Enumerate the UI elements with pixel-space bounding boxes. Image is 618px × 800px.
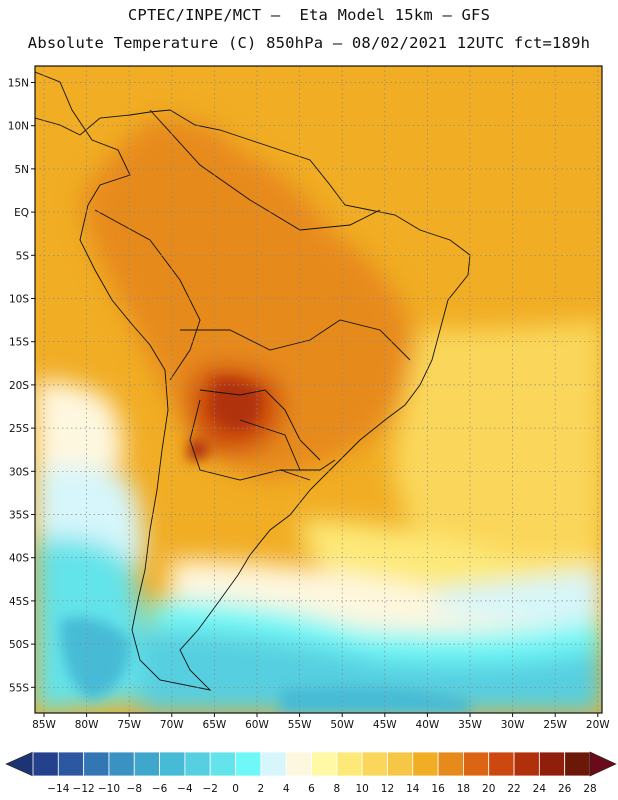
- colorbar-label: 0: [232, 783, 239, 795]
- lon-tick-label: 60W: [245, 719, 269, 731]
- colorbar-label: 22: [507, 783, 520, 795]
- colorbar-swatch: [513, 751, 540, 777]
- coastline: [35, 71, 471, 691]
- lat-tick-label: 55S: [9, 682, 29, 694]
- colorbar-label: 28: [583, 783, 596, 795]
- lon-tick-label: 40W: [416, 719, 440, 731]
- lat-tick-label: 30S: [9, 466, 29, 478]
- colorbar-swatch: [209, 751, 236, 777]
- longitude-axis: 85W 80W 75W 70W 65W 60W 55W 50W 45W 40W 35W 30W 25W 2…: [32, 713, 610, 731]
- colorbar-label: 16: [431, 783, 445, 795]
- colorbar-label: −2: [202, 783, 217, 795]
- colorbar-swatch: [133, 751, 160, 777]
- colorbar-swatch: [285, 751, 312, 777]
- lon-tick-label: 55W: [288, 719, 312, 731]
- temperature-map: 15N 10N 5N EQ 5S 10S 15S 20S 25S 30S 35S 40S 45S 50S 5…: [8, 65, 610, 731]
- lon-tick-label: 70W: [160, 719, 184, 731]
- lat-tick-label: EQ: [14, 207, 29, 219]
- colorbar-label: 8: [333, 783, 340, 795]
- lon-tick-label: 30W: [501, 719, 525, 731]
- colorbar-swatch: [538, 751, 566, 777]
- colorbar-swatch: [83, 751, 110, 777]
- colorbar: −14 −12 −10 −8 −6 −4 −2 0 2 4 6 8 10 12 14 16 18 20 22 24 26…: [5, 751, 617, 795]
- colorbar-swatch: [387, 751, 414, 777]
- lat-tick-label: 10S: [9, 294, 29, 306]
- colorbar-label: 26: [558, 783, 572, 795]
- latitude-axis: 15N 10N 5N EQ 5S 10S 15S 20S 25S 30S 35S 40S 45S 50S 5…: [8, 78, 35, 694]
- lat-tick-label: 45S: [9, 596, 29, 608]
- colorbar-swatch: [311, 751, 338, 777]
- colorbar-swatch: [463, 751, 490, 777]
- colorbar-swatch: [412, 751, 439, 777]
- lat-tick-label: 10N: [8, 121, 29, 133]
- colorbar-swatch: [108, 751, 135, 777]
- lat-tick-label: 50S: [9, 639, 29, 651]
- lon-tick-label: 50W: [330, 719, 354, 731]
- colorbar-swatch: [235, 751, 262, 777]
- colorbar-swatch: [159, 751, 186, 777]
- colorbar-label: 4: [283, 783, 290, 795]
- colorbar-swatch: [437, 751, 464, 777]
- lon-tick-label: 45W: [373, 719, 397, 731]
- colorbar-swatch: [57, 751, 85, 777]
- colorbar-swatch: [564, 751, 591, 777]
- lon-tick-label: 20W: [586, 719, 610, 731]
- lat-tick-label: 5N: [14, 164, 29, 176]
- colorbar-label: −6: [152, 783, 168, 795]
- colorbar-swatch: [361, 751, 388, 777]
- colorbar-label: −8: [127, 783, 142, 795]
- map-title: CPTEC/INPE/MCT – Eta Model 15km – GFS: [127, 6, 491, 24]
- colorbar-label: −14: [47, 783, 69, 795]
- colorbar-label: 20: [482, 783, 495, 795]
- map-border: [34, 65, 603, 714]
- lat-tick-label: 15N: [8, 78, 29, 90]
- colorbar-label: 12: [381, 783, 394, 795]
- graticule: [35, 66, 602, 713]
- lon-tick-label: 65W: [203, 719, 227, 731]
- lat-tick-label: 20S: [9, 380, 29, 392]
- colorbar-label: −10: [98, 783, 120, 795]
- lat-tick-label: 25S: [9, 423, 29, 435]
- colorbar-label: 2: [258, 783, 265, 795]
- temperature-field: [35, 66, 602, 713]
- lon-tick-label: 25W: [543, 719, 567, 731]
- colorbar-swatch: [260, 751, 287, 777]
- lat-tick-label: 15S: [9, 337, 29, 349]
- colorbar-label: 24: [533, 783, 547, 795]
- lon-tick-label: 75W: [117, 719, 141, 731]
- colorbar-label: 18: [457, 783, 470, 795]
- colorbar-swatch: [32, 751, 59, 777]
- colorbar-label: −4: [177, 783, 193, 795]
- lon-tick-label: 80W: [75, 719, 99, 731]
- colorbar-swatch: [488, 751, 515, 777]
- lat-tick-label: 40S: [9, 553, 29, 565]
- colorbar-label: 10: [355, 783, 368, 795]
- colorbar-high-arrow: [589, 751, 617, 777]
- colorbar-label: 6: [308, 783, 315, 795]
- colorbar-label: 14: [406, 783, 420, 795]
- colorbar-swatch: [184, 751, 211, 777]
- lon-tick-label: 85W: [32, 719, 56, 731]
- map-subtitle: Absolute Temperature (C) 850hPa – 08/02/…: [27, 34, 591, 52]
- lat-tick-label: 5S: [16, 250, 30, 262]
- colorbar-low-arrow: [5, 751, 34, 777]
- lat-tick-label: 35S: [9, 510, 29, 522]
- colorbar-label: −12: [73, 783, 95, 795]
- lon-tick-label: 35W: [458, 719, 482, 731]
- colorbar-swatch: [336, 751, 363, 777]
